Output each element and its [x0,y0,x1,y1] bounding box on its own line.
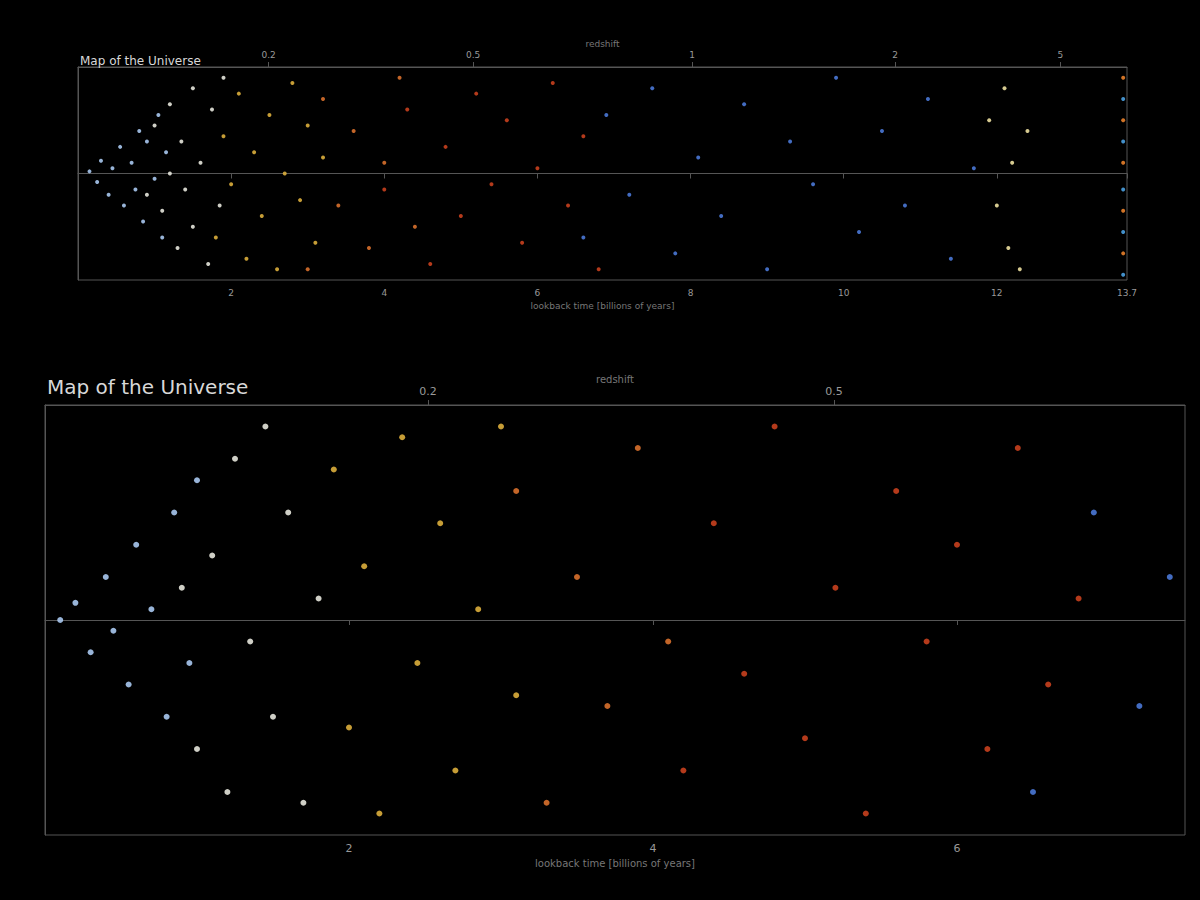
svg-text:5: 5 [1058,50,1064,60]
svg-text:12: 12 [991,288,1002,298]
svg-text:6: 6 [954,842,961,855]
svg-text:13.7: 13.7 [1117,288,1137,298]
svg-text:4: 4 [381,288,387,298]
svg-text:2: 2 [346,842,353,855]
svg-text:lookback time [billions of yea: lookback time [billions of years] [531,301,675,311]
svg-text:10: 10 [838,288,850,298]
svg-text:1: 1 [689,50,695,60]
svg-text:Map of the Universe: Map of the Universe [80,54,201,68]
svg-text:0.2: 0.2 [419,385,437,398]
svg-text:6: 6 [535,288,541,298]
svg-text:2: 2 [228,288,234,298]
svg-text:lookback time [billions of yea: lookback time [billions of years] [535,858,695,869]
svg-text:8: 8 [688,288,694,298]
svg-text:0.2: 0.2 [261,50,275,60]
svg-text:redshift: redshift [596,374,634,385]
svg-text:Map of the Universe: Map of the Universe [47,375,248,399]
svg-text:0.5: 0.5 [825,385,843,398]
svg-text:4: 4 [650,842,657,855]
svg-text:0.5: 0.5 [466,50,480,60]
svg-text:redshift: redshift [585,39,620,49]
svg-text:2: 2 [892,50,898,60]
